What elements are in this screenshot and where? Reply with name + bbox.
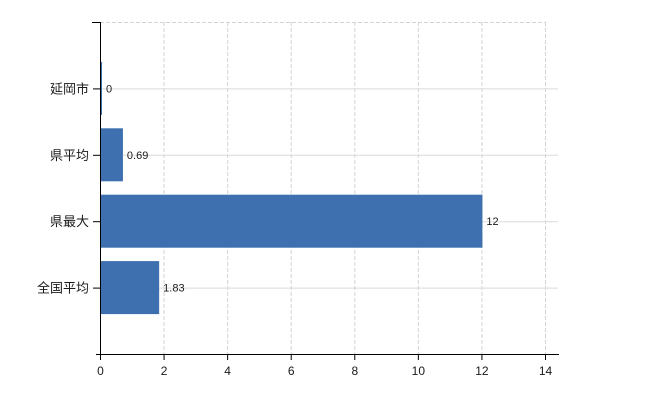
category-label: 県平均 [50,148,89,163]
bar-1 [101,61,102,115]
category-label: 県最大 [50,214,89,229]
value-label: 1.83 [163,283,184,295]
x-tick-label: 10 [412,364,426,378]
bar-2 [101,128,123,182]
category-label: 全国平均 [37,281,89,296]
x-tick-label: 6 [288,364,295,378]
x-tick-label: 0 [97,364,104,378]
value-label: 12 [486,216,498,228]
value-label: 0.69 [127,150,148,162]
category-label: 延岡市 [50,81,89,96]
x-tick-label: 12 [475,364,489,378]
bar-3 [101,194,483,248]
x-tick-label: 14 [539,364,553,378]
x-tick-label: 2 [161,364,168,378]
x-tick-label: 8 [351,364,358,378]
bar-4 [101,261,160,315]
x-tick-label: 4 [224,364,231,378]
value-label: 0 [106,83,112,95]
